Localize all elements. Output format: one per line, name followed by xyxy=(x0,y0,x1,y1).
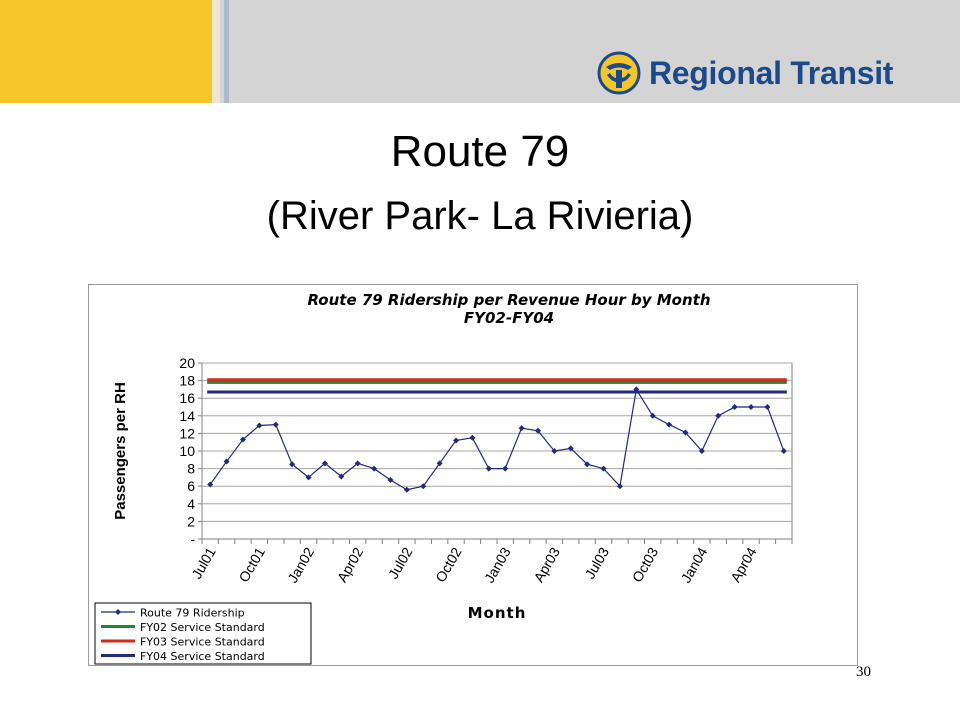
x-tick-label: Apr04 xyxy=(727,544,760,585)
ridership-point xyxy=(567,445,574,452)
ridership-point xyxy=(354,460,361,467)
x-tick-label: Jul02 xyxy=(385,544,416,581)
ridership-point xyxy=(518,425,525,432)
ridership-point xyxy=(731,404,738,410)
y-tick-label: - xyxy=(190,531,195,547)
ridership-point xyxy=(502,465,509,472)
ridership-point xyxy=(272,421,279,428)
ridership-point xyxy=(371,465,378,472)
ridership-point xyxy=(387,477,394,484)
ridership-point xyxy=(207,481,214,488)
ridership-point xyxy=(764,404,771,410)
logo-text: Regional Transit xyxy=(649,54,894,91)
ridership-point xyxy=(239,436,246,443)
slide-title: Route 79 xyxy=(390,127,570,176)
ridership-point xyxy=(780,448,787,454)
slide-subtitle: (River Park- La Rivieria) xyxy=(266,194,694,238)
chart-frame: Route 79 Ridership per Revenue Hour by M… xyxy=(88,284,858,666)
ridership-point xyxy=(420,483,427,490)
y-tick-label: 2 xyxy=(187,513,195,529)
ridership-point xyxy=(698,448,705,454)
ridership-point xyxy=(485,465,492,472)
x-axis-label: Month xyxy=(468,604,527,622)
legend-label: FY04 Service Standard xyxy=(140,650,265,663)
ridership-line xyxy=(209,387,785,491)
header-yellow-accent xyxy=(0,0,212,103)
ridership-point xyxy=(534,427,541,434)
x-tick-label: Jan03 xyxy=(481,544,514,585)
y-tick-label: 8 xyxy=(187,461,195,477)
ridership-point xyxy=(223,458,230,465)
regional-transit-logo: Regional Transit xyxy=(597,50,893,96)
y-tick-label: 6 xyxy=(187,478,195,494)
legend-label: FY03 Service Standard xyxy=(140,636,265,649)
x-tick-label: Oct02 xyxy=(432,544,465,585)
header-stripe-blue xyxy=(224,0,229,103)
ridership-point xyxy=(469,434,476,441)
header-stripe-light xyxy=(212,0,220,103)
legend-label: Route 79 Ridership xyxy=(140,607,245,620)
legend-label: FY02 Service Standard xyxy=(140,621,265,634)
ridership-point xyxy=(551,448,558,454)
ridership-point xyxy=(436,460,443,467)
x-tick-label: Jan02 xyxy=(284,544,317,585)
y-tick-label: 18 xyxy=(179,373,195,389)
x-tick-label: Jul01 xyxy=(188,544,219,581)
transit-logo-icon xyxy=(597,51,641,95)
y-axis-label: Passengers per RH xyxy=(112,382,129,520)
ridership-point xyxy=(289,461,296,468)
ridership-point xyxy=(584,461,591,468)
page-number: 30 xyxy=(856,664,871,680)
ridership-point xyxy=(715,412,722,419)
y-tick-label: 4 xyxy=(187,496,195,512)
chart-subtitle: FY02-FY04 xyxy=(464,309,554,327)
ridership-point xyxy=(338,473,345,480)
y-tick-label: 16 xyxy=(179,390,195,406)
y-tick-label: 10 xyxy=(179,443,195,459)
ridership-point xyxy=(633,386,640,393)
x-tick-label: Jan04 xyxy=(678,544,711,585)
ridership-point xyxy=(256,422,263,429)
ridership-point xyxy=(600,465,607,472)
legend-box xyxy=(94,602,312,665)
x-tick-label: Oct01 xyxy=(235,544,268,585)
chart-title: Route 79 Ridership per Revenue Hour by M… xyxy=(307,291,710,309)
legend-marker xyxy=(115,609,121,615)
ridership-point xyxy=(321,460,328,467)
ridership-chart: Route 79 Ridership per Revenue Hour by M… xyxy=(94,291,793,665)
x-tick-label: Jul03 xyxy=(582,544,613,581)
x-tick-label: Oct03 xyxy=(629,544,662,585)
x-tick-label: Apr02 xyxy=(334,544,367,585)
ridership-point xyxy=(403,486,410,493)
y-tick-label: 12 xyxy=(179,425,195,441)
ridership-point xyxy=(666,421,673,428)
y-tick-label: 20 xyxy=(179,355,195,371)
ridership-point xyxy=(453,437,460,444)
ridership-point xyxy=(682,429,689,436)
ridership-point xyxy=(649,412,656,419)
y-tick-label: 14 xyxy=(179,408,195,424)
ridership-point xyxy=(748,404,755,410)
ridership-point xyxy=(616,483,623,490)
ridership-point xyxy=(305,474,312,481)
x-tick-label: Apr03 xyxy=(530,544,563,585)
